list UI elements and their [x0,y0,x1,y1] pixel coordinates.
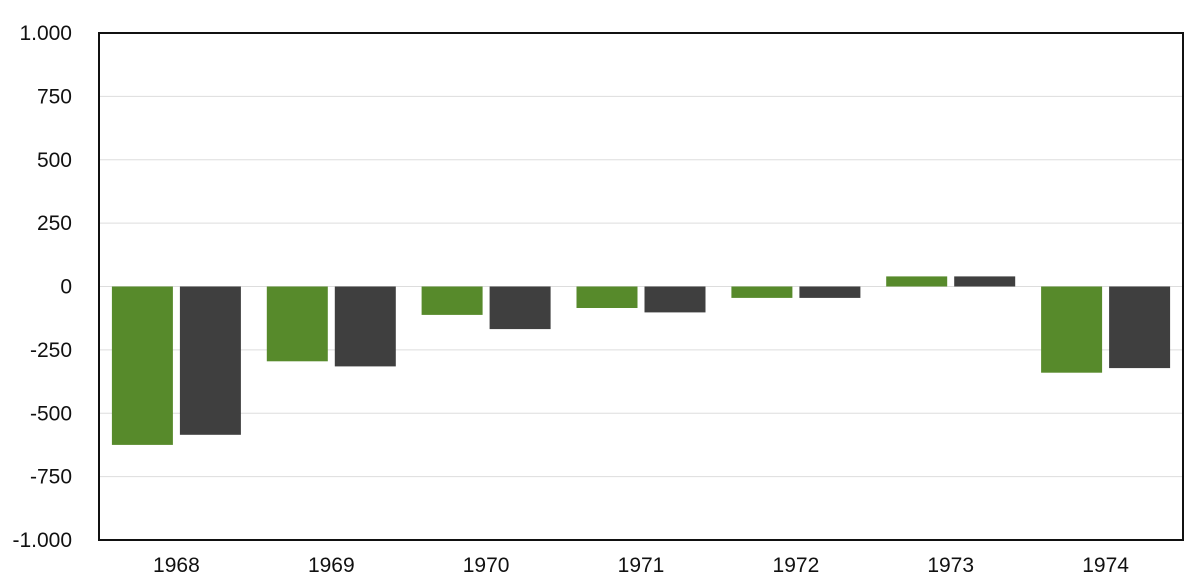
bar-1972-series-1 [731,286,793,298]
gridlines [99,95,1183,478]
x-tick-label-1972: 1972 [773,554,820,577]
x-tick-label-1973: 1973 [927,554,974,577]
x-tick-label-1968: 1968 [153,554,200,577]
bar-1971-series-1 [576,286,638,308]
bar-1971-series-2 [644,286,706,313]
bars [111,276,1171,445]
bar-1970-series-1 [421,286,483,315]
bar-1970-series-2 [489,286,551,330]
y-tick-label: -750 [30,466,72,489]
bar-1968-series-1 [111,286,173,445]
bar-1972-series-2 [799,286,861,298]
y-tick-label: 500 [37,149,72,172]
bar-1969-series-2 [334,286,396,367]
y-tick-label: 1.000 [19,22,72,45]
bar-1973-series-2 [954,276,1016,287]
y-tick-label: 250 [37,212,72,235]
y-tick-label: -1.000 [12,529,72,552]
x-axis-tick-labels: 1968 1969 1970 1971 1972 1973 1974 [153,554,1129,577]
x-tick-label-1969: 1969 [308,554,355,577]
x-tick-label-1974: 1974 [1082,554,1129,577]
bar-1974-series-1 [1041,286,1103,373]
bar-1973-series-1 [886,276,948,287]
bar-1974-series-2 [1109,286,1171,369]
y-tick-label: 0 [60,276,72,299]
y-tick-label: -250 [30,339,72,362]
y-tick-label: -500 [30,402,72,425]
bar-1969-series-1 [266,286,328,362]
y-tick-label: 750 [37,85,72,108]
plot-frame [98,32,1184,541]
x-tick-label-1970: 1970 [463,554,510,577]
x-tick-label-1971: 1971 [618,554,665,577]
y-axis-tick-labels: 1.000 750 500 250 0 -250 -500 -750 -1.000 [12,22,72,552]
bar-1968-series-2 [179,286,241,435]
